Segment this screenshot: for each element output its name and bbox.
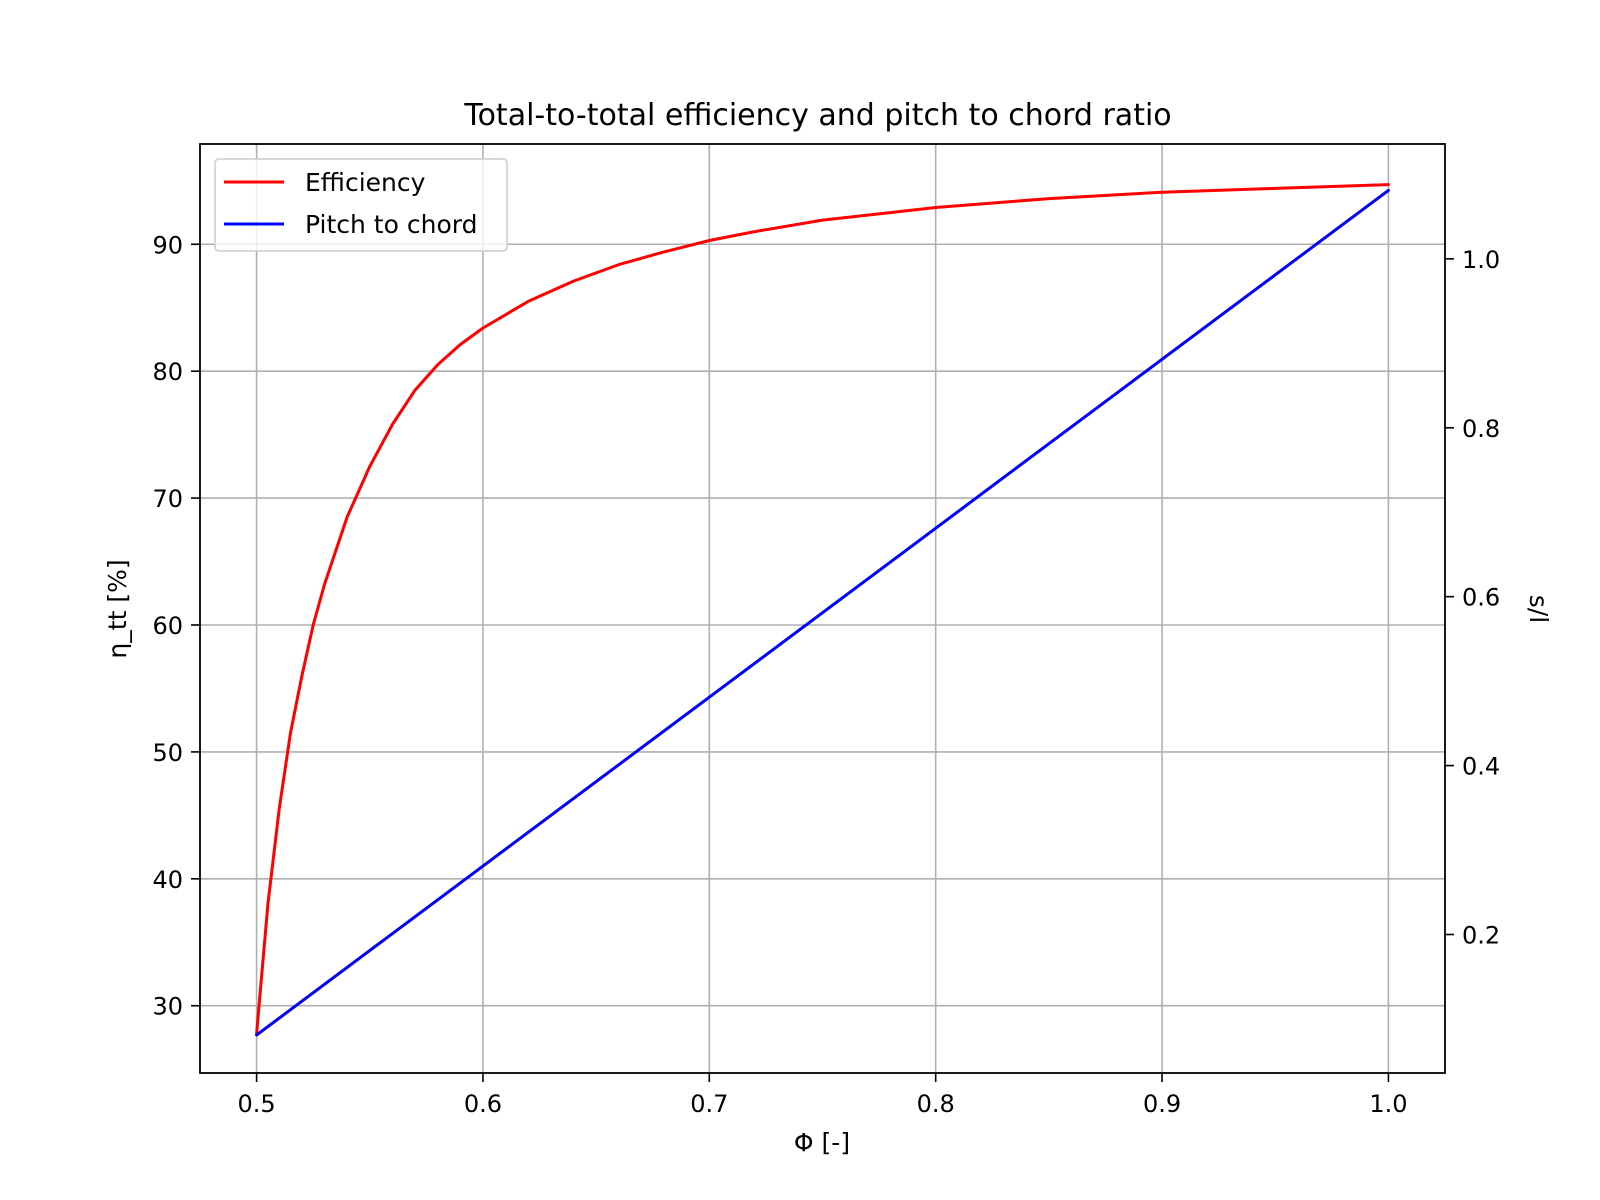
x-tick-label: 0.7	[690, 1090, 728, 1118]
x-tick-label: 0.9	[1143, 1090, 1181, 1118]
y2-tick-label: 0.2	[1462, 921, 1500, 949]
legend-box	[214, 158, 508, 252]
y-tick-label: 40	[152, 866, 183, 894]
chart-title: Total-to-total efficiency and pitch to c…	[463, 98, 1171, 133]
y-tick-label: 30	[152, 993, 183, 1021]
series-line-pitch-to-chord	[255, 188, 1390, 1037]
series-line-efficiency	[255, 183, 1390, 1036]
legend-label-efficiency: Efficiency	[305, 168, 426, 197]
y-tick-label: 70	[152, 485, 183, 513]
y-tick-label: 60	[152, 612, 183, 640]
plot-frame	[199, 143, 1446, 1074]
y-tick-label: 80	[152, 358, 183, 386]
y-tick-label: 50	[152, 739, 183, 767]
y2-tick-label: 1.0	[1462, 246, 1500, 274]
ticks: 0.5 0.6 0.7 0.8 0.9 1.0 30 40 50 60 70 80 90 0.2 0.4 0.…	[152, 231, 1500, 1118]
plot-series	[255, 183, 1390, 1037]
x-tick-label: 1.0	[1369, 1090, 1407, 1118]
y-axis-label: η_tt [%]	[103, 559, 132, 658]
x-tick-label: 0.5	[238, 1090, 276, 1118]
y2-axis-label: s/l	[1524, 595, 1553, 623]
y-tick-label: 90	[152, 231, 183, 259]
y2-tick-label: 0.4	[1462, 753, 1500, 781]
y2-tick-label: 0.8	[1462, 415, 1500, 443]
legend: Efficiency Pitch to chord	[214, 158, 508, 252]
x-tick-label: 0.8	[917, 1090, 955, 1118]
y2-tick-label: 0.6	[1462, 584, 1500, 612]
grid	[200, 144, 1445, 1073]
x-axis-label: Φ [-]	[794, 1128, 850, 1157]
x-tick-label: 0.6	[464, 1090, 502, 1118]
legend-label-pitch-to-chord: Pitch to chord	[305, 210, 477, 239]
